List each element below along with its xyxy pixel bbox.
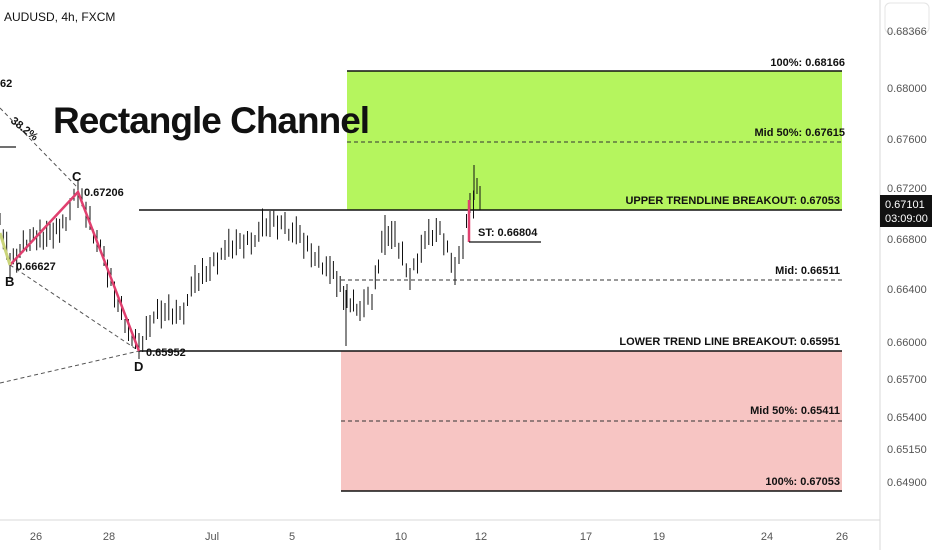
y-tick-label: 0.66000: [887, 337, 927, 349]
y-tick-label: 0.68000: [887, 83, 927, 95]
x-tick-label: 10: [395, 531, 407, 543]
stop-label: ST: 0.66804: [478, 227, 538, 239]
pattern-line-ab: [0, 232, 12, 266]
guide-b-d: [9, 264, 140, 352]
level-label-lower-mid: Mid 50%: 0.65411: [750, 405, 840, 417]
pattern-line-bcd: [9, 189, 141, 352]
x-tick-label: 24: [761, 531, 773, 543]
y-tick-label: 0.65150: [887, 444, 927, 456]
candles: [0, 165, 481, 359]
level-label-upper-100: 100%: 0.68166: [770, 57, 845, 69]
level-label-lower-breakout: LOWER TREND LINE BREAKOUT: 0.65951: [619, 336, 840, 348]
point-b-value: 0.66627: [16, 261, 56, 273]
x-tick-label: 28: [103, 531, 115, 543]
x-tick-label: 5: [289, 531, 295, 543]
y-axis: 0.68000 0.67600 0.67200 0.66800 0.66400 0.660…: [887, 83, 927, 489]
x-tick-label: 26: [30, 531, 42, 543]
level-label-upper-mid: Mid 50%: 0.67615: [755, 127, 846, 139]
lower-target-zone: [341, 351, 842, 491]
upper-target-zone: [347, 71, 842, 210]
symbol-label: AUDUSD, 4h, FXCM: [4, 10, 115, 24]
level-label-lower-100: 100%: 0.67053: [765, 476, 840, 488]
y-tick-label: 0.64900: [887, 477, 927, 489]
level-label-mid: Mid: 0.66511: [775, 265, 840, 277]
x-tick-label: 17: [580, 531, 592, 543]
y-tick-label: 0.65400: [887, 412, 927, 424]
x-tick-label: 12: [475, 531, 487, 543]
current-price-tag: [880, 195, 932, 227]
x-axis: 26 28 Jul 5 10 12 17 19 24 26: [30, 531, 848, 543]
chart-title: Rectangle Channel: [53, 100, 369, 141]
y-tick-label: 0.65700: [887, 374, 927, 386]
y-tick-label: 0.67200: [887, 183, 927, 195]
point-d-value: 0.65952: [146, 347, 186, 359]
point-c-letter: C: [72, 169, 82, 184]
price-axis-button[interactable]: [884, 2, 930, 34]
x-tick-label: 26: [836, 531, 848, 543]
point-b-letter: B: [5, 274, 14, 289]
level-label-upper-breakout: UPPER TRENDLINE BREAKOUT: 0.67053: [625, 195, 840, 207]
countdown-value: 03:09:00: [885, 213, 928, 225]
x-tick-label: 19: [653, 531, 665, 543]
y-tick-label: 0.66800: [887, 234, 927, 246]
fib-fragment: 62: [0, 78, 12, 90]
guide-d-left: [0, 350, 140, 384]
point-d-letter: D: [134, 359, 143, 374]
current-price-value: 0.67101: [885, 199, 925, 211]
y-tick-partial: 0.68366: [887, 26, 927, 38]
x-tick-label: Jul: [205, 531, 219, 543]
point-c-value: 0.67206: [84, 187, 124, 199]
guide-fib: [0, 107, 79, 189]
fib-label: 38.2%: [8, 115, 40, 144]
y-tick-label: 0.67600: [887, 134, 927, 146]
y-tick-label: 0.66400: [887, 284, 927, 296]
